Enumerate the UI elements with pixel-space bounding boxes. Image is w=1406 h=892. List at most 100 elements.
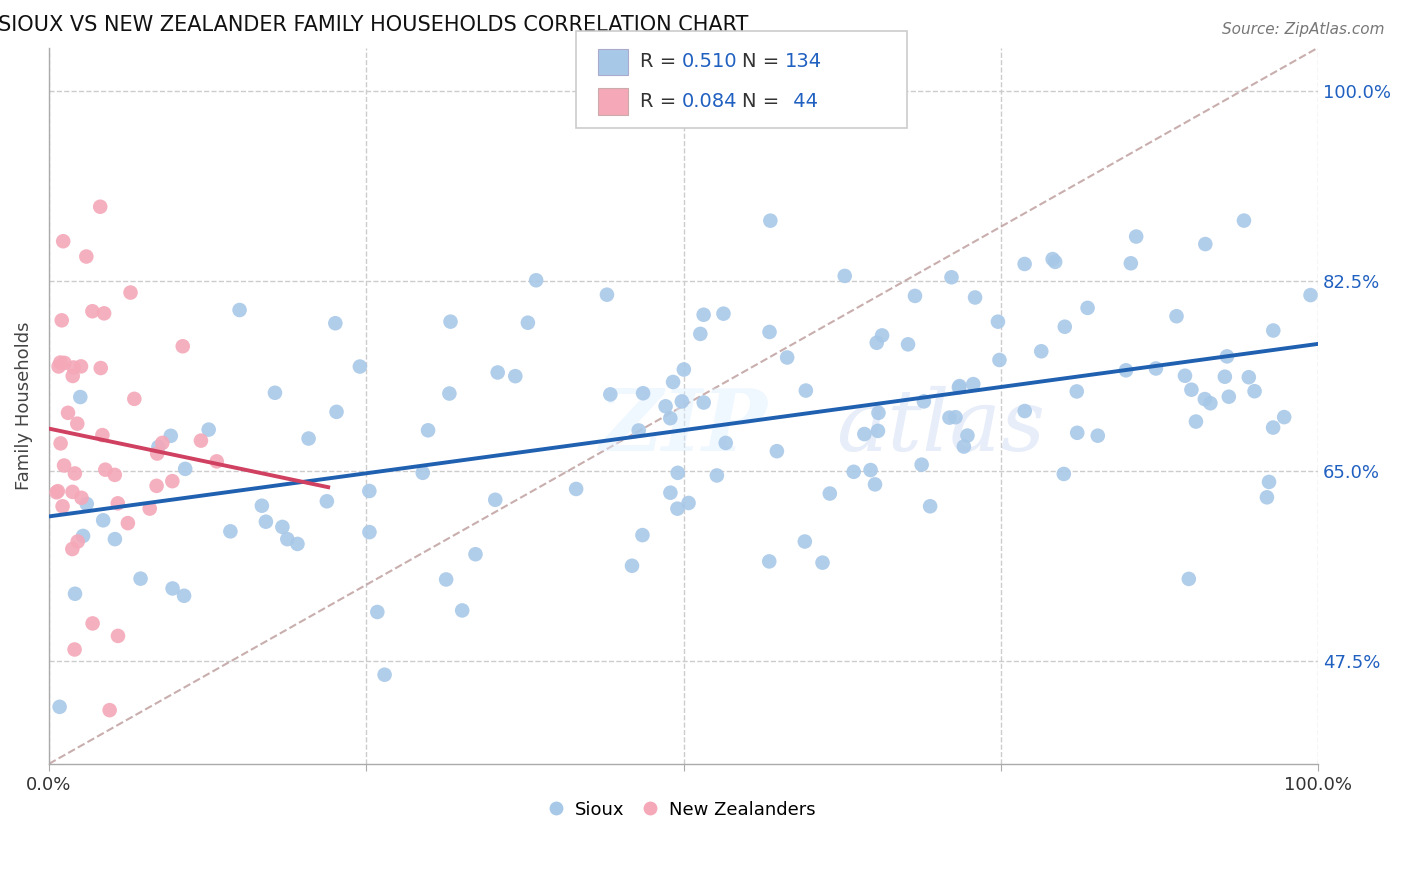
- Point: [920, 500, 942, 514]
- Point: [439, 386, 461, 401]
- Point: [948, 379, 970, 393]
- Point: [1043, 255, 1066, 269]
- Point: [276, 532, 298, 546]
- Point: [941, 270, 963, 285]
- Point: [254, 515, 277, 529]
- Point: [1263, 324, 1285, 338]
- Point: [148, 440, 170, 454]
- Point: [139, 501, 162, 516]
- Point: [938, 410, 960, 425]
- Point: [1194, 237, 1216, 252]
- Point: [911, 458, 934, 472]
- Point: [145, 479, 167, 493]
- Text: Source: ZipAtlas.com: Source: ZipAtlas.com: [1222, 22, 1385, 37]
- Point: [52, 234, 75, 248]
- Point: [654, 399, 676, 413]
- Point: [868, 406, 890, 420]
- Point: [150, 435, 173, 450]
- Point: [620, 558, 643, 573]
- Point: [51, 313, 73, 327]
- Point: [250, 499, 273, 513]
- Point: [297, 432, 319, 446]
- Point: [863, 477, 886, 491]
- Point: [870, 328, 893, 343]
- Point: [599, 387, 621, 401]
- Point: [174, 462, 197, 476]
- Point: [63, 587, 86, 601]
- Point: [596, 287, 619, 301]
- Point: [1115, 363, 1137, 377]
- Point: [72, 529, 94, 543]
- Point: [965, 290, 987, 304]
- Point: [759, 213, 782, 227]
- Point: [1178, 572, 1201, 586]
- Point: [91, 428, 114, 442]
- Point: [859, 463, 882, 477]
- Y-axis label: Family Households: Family Households: [15, 321, 32, 490]
- Point: [842, 465, 865, 479]
- Point: [412, 466, 434, 480]
- Legend: Sioux, New Zealanders: Sioux, New Zealanders: [544, 794, 823, 826]
- Point: [758, 554, 780, 568]
- Point: [776, 351, 799, 365]
- Point: [672, 362, 695, 376]
- Point: [1258, 475, 1281, 489]
- Text: ZIP: ZIP: [599, 385, 768, 469]
- Point: [56, 406, 79, 420]
- Point: [49, 355, 72, 369]
- Point: [818, 486, 841, 500]
- Point: [451, 603, 474, 617]
- Point: [945, 410, 967, 425]
- Point: [834, 268, 856, 283]
- Point: [1174, 368, 1197, 383]
- Point: [631, 386, 654, 401]
- Point: [1213, 369, 1236, 384]
- Point: [45, 485, 67, 500]
- Point: [349, 359, 371, 374]
- Point: [228, 303, 250, 318]
- Point: [666, 501, 689, 516]
- Point: [53, 458, 76, 473]
- Point: [117, 516, 139, 530]
- Point: [48, 699, 70, 714]
- Point: [484, 492, 506, 507]
- Point: [1031, 344, 1053, 359]
- Point: [70, 359, 93, 374]
- Point: [678, 496, 700, 510]
- Point: [689, 326, 711, 341]
- Point: [659, 485, 682, 500]
- Point: [94, 463, 117, 477]
- Point: [565, 482, 588, 496]
- Point: [1144, 361, 1167, 376]
- Point: [766, 444, 789, 458]
- Point: [897, 337, 920, 351]
- Point: [89, 200, 111, 214]
- Point: [98, 703, 121, 717]
- Point: [366, 605, 388, 619]
- Point: [758, 325, 780, 339]
- Text: atlas: atlas: [835, 386, 1045, 468]
- Text: 134: 134: [785, 53, 821, 71]
- Point: [464, 547, 486, 561]
- Point: [1077, 301, 1099, 315]
- Text: N =: N =: [742, 92, 786, 111]
- Point: [104, 532, 127, 546]
- Point: [956, 428, 979, 442]
- Point: [76, 497, 98, 511]
- Point: [1194, 392, 1216, 406]
- Point: [159, 429, 181, 443]
- Point: [124, 392, 146, 406]
- Point: [162, 474, 184, 488]
- Point: [63, 467, 86, 481]
- Point: [49, 436, 72, 450]
- Point: [1014, 404, 1036, 418]
- Text: R =: R =: [640, 53, 682, 71]
- Point: [1014, 257, 1036, 271]
- Point: [120, 285, 142, 300]
- Point: [173, 589, 195, 603]
- Point: [948, 380, 970, 394]
- Point: [60, 541, 83, 556]
- Point: [486, 366, 509, 380]
- Point: [46, 484, 69, 499]
- Point: [662, 375, 685, 389]
